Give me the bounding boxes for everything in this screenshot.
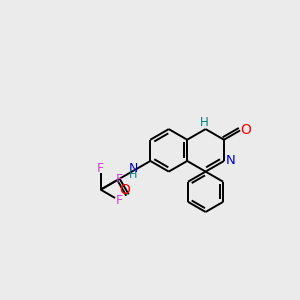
Text: O: O [120,183,130,197]
Text: N: N [225,154,235,167]
Text: H: H [129,170,137,180]
Text: F: F [116,172,123,186]
Text: H: H [200,116,209,129]
Text: F: F [116,194,123,207]
Text: O: O [241,123,251,137]
Text: N: N [128,162,138,176]
Text: F: F [97,162,104,175]
